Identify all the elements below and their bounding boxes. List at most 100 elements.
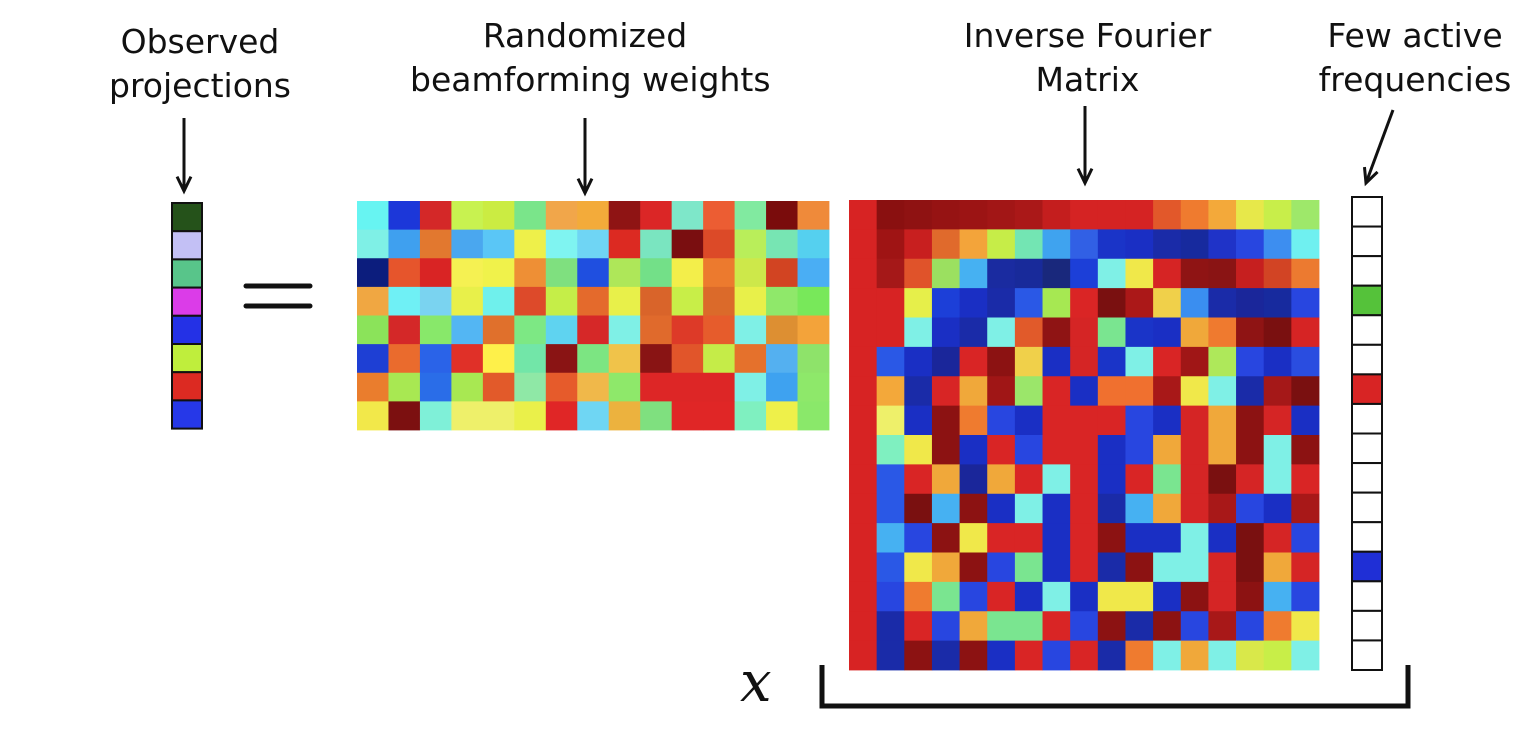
fourier-matrix-cell [959, 346, 988, 377]
fourier-matrix-cell [931, 523, 960, 553]
fourier-matrix-cell [849, 435, 878, 465]
weights-matrix-cell [797, 401, 830, 431]
weights-matrix-cell [545, 201, 578, 231]
weights-matrix-cell [577, 372, 610, 402]
weights-matrix-cell [640, 401, 673, 431]
frequencies-arrow-head [1362, 166, 1379, 187]
fourier-matrix-cell [1208, 581, 1237, 612]
fourier-matrix-cell [1014, 405, 1043, 436]
fourier-matrix-cell [1208, 258, 1237, 289]
fourier-matrix-cell [1153, 464, 1182, 495]
weights-matrix-cell [734, 286, 767, 316]
observed-label-line-1: Observed [120, 22, 280, 61]
weights-matrix-cell [608, 401, 641, 431]
frequency-vector-active-cell [1351, 284, 1383, 317]
frequencies-arrow-shaft [1364, 109, 1395, 184]
fourier-matrix-cell [1180, 581, 1209, 612]
weights-matrix-cell [388, 201, 421, 231]
fourier-matrix-cell [1070, 552, 1099, 583]
fourier-matrix-cell [1014, 288, 1043, 318]
fourier-matrix-cell [959, 288, 988, 318]
fourier-matrix-cell [1236, 288, 1265, 318]
fourier-matrix-cell [987, 346, 1016, 377]
fourier-matrix-cell [904, 493, 933, 524]
fourier-matrix-cell [931, 376, 960, 407]
fourier-matrix-cell [1070, 229, 1099, 260]
fourier-matrix-cell [1208, 552, 1237, 583]
fourier-matrix-cell [1153, 200, 1182, 230]
weights-matrix-cell [671, 229, 704, 259]
fourier-matrix-cell [1070, 464, 1099, 495]
weights-matrix-cell [388, 344, 421, 374]
fourier-matrix-cell [1291, 523, 1320, 553]
fourier-matrix-cell [1042, 493, 1071, 524]
fourier-matrix-cell [876, 493, 905, 524]
weights-matrix-cell [577, 201, 610, 231]
fourier-matrix-cell [1153, 523, 1182, 553]
inverse-fourier-label: Inverse Fourier Matrix [950, 14, 1225, 102]
fourier-matrix-cell [1291, 581, 1320, 612]
fourier-matrix-cell [1263, 552, 1292, 583]
fourier-matrix-cell [987, 288, 1016, 318]
fourier-matrix-cell [1097, 464, 1126, 495]
weights-matrix-cell [766, 258, 798, 288]
fourier-matrix-cell [959, 552, 988, 583]
fourier-matrix-cell [1070, 581, 1099, 612]
fourier-matrix-cell [1291, 493, 1320, 524]
fourier-matrix-cell [1291, 200, 1320, 230]
frequencies-arrow [1362, 109, 1395, 187]
fourier-matrix-cell [1097, 346, 1126, 377]
fourier-matrix-cell [1208, 405, 1237, 436]
fourier-matrix-cell [1070, 288, 1099, 318]
weights-matrix-cell [514, 258, 547, 288]
fourier-matrix-cell [904, 581, 933, 612]
weights-matrix-cell [357, 401, 389, 431]
fourier-matrix-cell [1070, 258, 1099, 289]
fourier-matrix-cell [1125, 229, 1154, 260]
weights-matrix-cell [514, 315, 547, 345]
fourier-matrix-cell [1291, 376, 1320, 407]
weights-matrix-cell [451, 229, 484, 259]
fourier-matrix-cell [904, 258, 933, 289]
weights-matrix-cell [451, 258, 484, 288]
weights-matrix-cell [703, 258, 735, 288]
weights-matrix-cell [419, 229, 452, 259]
weights-label-line-2: beamforming weights [410, 60, 771, 99]
weights-matrix-cell [451, 372, 484, 402]
fourier-matrix-cell [1263, 405, 1292, 436]
frequencies-label-line-1: Few active [1327, 16, 1503, 55]
weights-matrix-cell [482, 201, 515, 231]
fourier-matrix-cell [1208, 229, 1237, 260]
fourier-matrix-cell [1153, 229, 1182, 260]
fourier-matrix-cell [904, 317, 933, 348]
fourier-matrix-cell [1180, 523, 1209, 553]
weights-matrix-cell [482, 344, 515, 374]
weights-matrix-cell [419, 286, 452, 316]
weights-matrix-cell [766, 201, 798, 231]
frequency-vector-empty-cell [1351, 225, 1383, 258]
fourier-matrix-cell [1153, 405, 1182, 436]
fourier-matrix-cell [987, 581, 1016, 612]
weights-matrix-cell [419, 201, 452, 231]
fourier-matrix-cell [876, 376, 905, 407]
weights-matrix-cell [703, 229, 735, 259]
weights-matrix-cell [797, 229, 830, 259]
weights-matrix-cell [357, 258, 389, 288]
fourier-matrix-cell [1180, 464, 1209, 495]
fourier-matrix-cell [904, 552, 933, 583]
fourier-matrix-cell [1125, 405, 1154, 436]
fourier-matrix-cell [1153, 317, 1182, 348]
weights-matrix-cell [545, 286, 578, 316]
fourier-matrix-cell [1014, 258, 1043, 289]
fourier-matrix-cell [931, 493, 960, 524]
weights-matrix-cell [419, 401, 452, 431]
frequency-vector-empty-cell [1351, 255, 1383, 287]
fourier-matrix-cell [1125, 317, 1154, 348]
fourier-matrix-cell [1291, 317, 1320, 348]
fourier-matrix-cell [876, 346, 905, 377]
weights-matrix-cell [671, 201, 704, 231]
fourier-matrix-cell [931, 611, 960, 642]
weights-matrix-cell [514, 401, 547, 431]
weights-matrix-cell [608, 372, 641, 402]
